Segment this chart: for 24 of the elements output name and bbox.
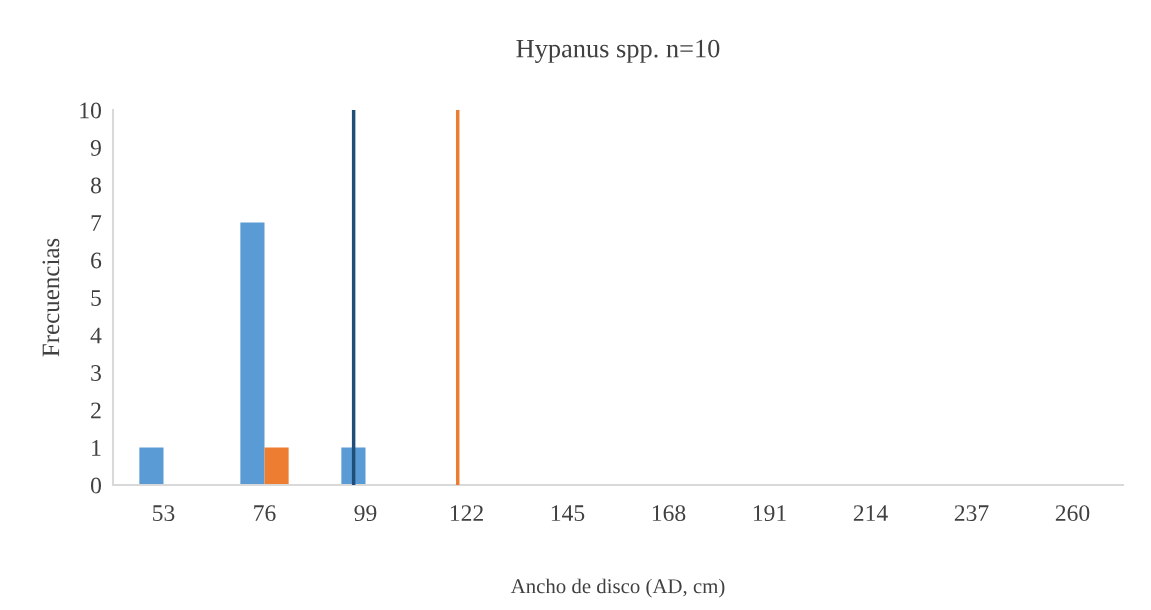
- x-tick-label: 145: [551, 505, 585, 522]
- y-tick-label: 0: [90, 477, 101, 494]
- x-axis-title: Ancho de disco (AD, cm): [510, 578, 725, 598]
- x-tick-label: 99: [354, 505, 377, 522]
- y-tick-label: 1: [92, 440, 101, 456]
- y-tick-label: 3: [91, 365, 101, 381]
- x-tick-label: 260: [1055, 505, 1090, 522]
- y-tick-label: 10: [80, 102, 101, 119]
- x-tick-label: 168: [652, 505, 686, 522]
- y-tick-label: 4: [90, 327, 102, 344]
- y-tick-label: 5: [91, 290, 101, 306]
- y-axis-title: Frecuencias: [42, 238, 60, 357]
- x-tick-label: 191: [753, 505, 786, 522]
- y-tick-label: 2: [91, 402, 101, 419]
- x-tick-label: 237: [954, 505, 989, 522]
- x-tick-label: 53: [153, 505, 175, 522]
- y-tick-label: 8: [90, 177, 101, 194]
- x-tick-label: 214: [853, 505, 888, 521]
- y-tick-label: 7: [91, 215, 102, 231]
- y-tick-label: 6: [91, 252, 102, 269]
- x-tick-label: 122: [450, 505, 483, 521]
- chart-title: Hypanus spp. n=10: [516, 39, 720, 63]
- x-tick-label: 76: [254, 505, 276, 522]
- y-tick-label: 9: [90, 140, 101, 156]
